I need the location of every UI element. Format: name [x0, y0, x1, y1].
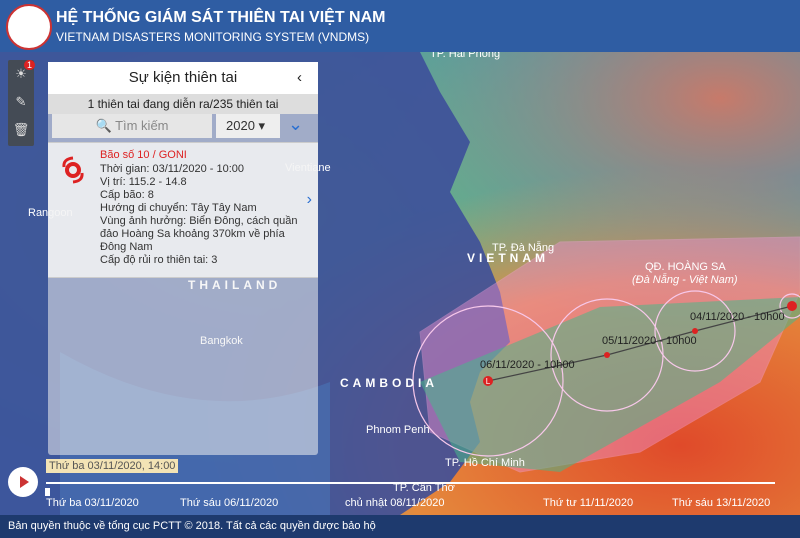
expand-button[interactable]: ⌄	[288, 114, 304, 134]
header: HỆ THỐNG GIÁM SÁT THIÊN TAI VIỆT NAM VIE…	[0, 0, 800, 52]
year-select[interactable]: 2020 ▾	[216, 114, 280, 138]
detail-button[interactable]: ›	[306, 191, 312, 208]
toolbar: ☀ ✎ 🗑	[8, 60, 34, 146]
timeline-tick: chủ nhật 08/11/2020	[345, 497, 445, 509]
summary: 1 thiên tai đang diễn ra/235 thiên tai	[48, 94, 318, 114]
event-detail: Thời gian: 03/11/2020 - 10:00	[100, 163, 244, 175]
track-label: 06/11/2020 - 10h00	[480, 359, 575, 371]
timeline-tick: Thứ sáu 06/11/2020	[180, 497, 279, 509]
storm-marker[interactable]: L	[486, 377, 491, 386]
map-label: VIETNAM	[467, 251, 549, 265]
map-label: TP. Hải Phòng	[430, 52, 500, 60]
map-label: CAMBODIA	[340, 376, 438, 390]
map-label: QĐ. HOÀNG SA	[645, 260, 726, 273]
alert-button[interactable]: ☀	[15, 66, 27, 81]
track-label: 05/11/2020 - 10h00	[602, 335, 697, 347]
play-button[interactable]	[8, 467, 38, 497]
event-name: Bão số 10 / GONI	[100, 149, 187, 161]
event-item[interactable]: Bão số 10 / GONI Thời gian: 03/11/2020 -…	[48, 142, 318, 278]
timeline-tick: Thứ tư 11/11/2020	[543, 497, 634, 509]
map-label: TP. Đà Nẵng	[492, 241, 554, 254]
timeline-current: Thứ ba 03/11/2020, 14:00	[46, 459, 179, 473]
event-detail: Vị trí: 115.2 - 14.8	[100, 176, 187, 188]
search-input[interactable]: 🔍 Tìm kiếm	[52, 114, 212, 138]
subtitle: VIETNAM DISASTERS MONITORING SYSTEM (VND…	[56, 30, 370, 44]
timeline-track[interactable]	[0, 470, 800, 496]
event-detail: Vùng ảnh hưởng: Biển Đông, cách quần đảo…	[100, 215, 298, 253]
storm-icon	[62, 156, 84, 184]
map-label: Phnom Penh	[366, 424, 430, 436]
logo[interactable]	[6, 4, 52, 50]
event-detail: Cấp độ rủi ro thiên tai: 3	[100, 254, 218, 266]
search-placeholder: Tìm kiếm	[115, 118, 169, 133]
collapse-button[interactable]: ‹	[297, 69, 302, 86]
event-detail: Hướng di chuyển: Tây Tây Nam	[100, 202, 257, 214]
footer: Bản quyền thuộc về tổng cục PCTT © 2018.…	[0, 515, 800, 538]
delete-button[interactable]: 🗑	[12, 122, 30, 137]
map-label: TP. Cần Thơ	[393, 482, 455, 494]
badge: 1	[24, 60, 36, 70]
panel-header: Sự kiện thiên tai ‹	[48, 62, 318, 94]
timeline-tick: Thứ ba 03/11/2020	[46, 497, 139, 509]
map-label: TP. Hồ Chí Minh	[445, 457, 525, 469]
timeline-tick: Thứ sáu 13/11/2020	[672, 497, 771, 509]
edit-button[interactable]: ✎	[15, 94, 27, 109]
panel-title: Sự kiện thiên tai	[128, 69, 238, 86]
title: HỆ THỐNG GIÁM SÁT THIÊN TAI VIỆT NAM	[56, 9, 386, 26]
track-label: 04/11/2020 - 10h00	[690, 311, 785, 323]
event-panel: Sự kiện thiên tai ‹ 1 thiên tai đang diễn…	[48, 62, 318, 455]
map-label: (Đà Nẵng - Việt Nam)	[632, 273, 738, 286]
event-detail: Cấp bão: 8	[100, 189, 154, 201]
year: 2020	[226, 118, 255, 133]
